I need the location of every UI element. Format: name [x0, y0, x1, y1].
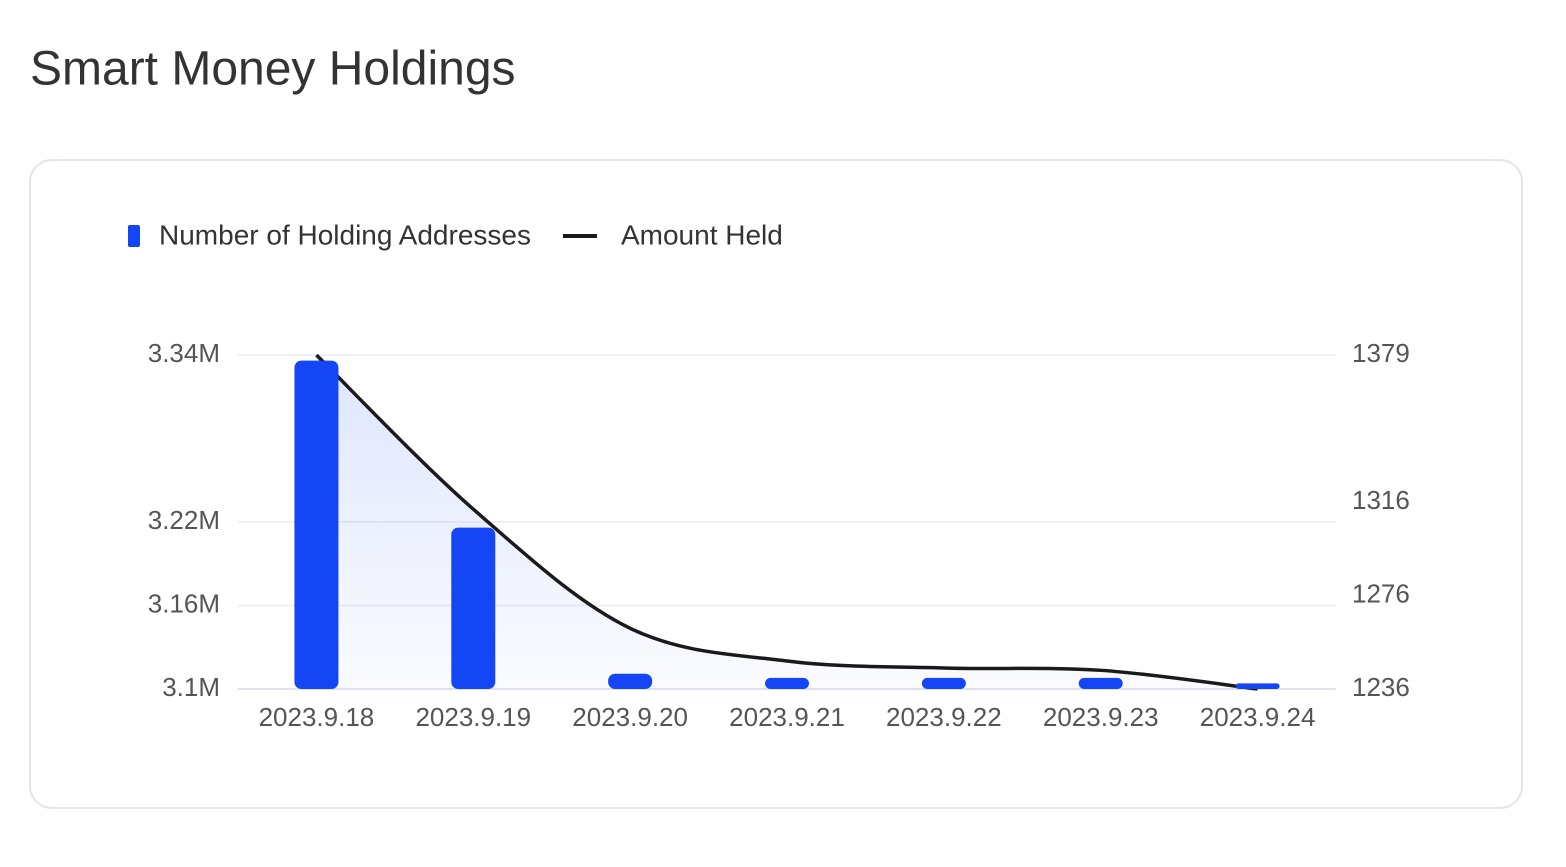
line — [315, 353, 1258, 691]
bar — [294, 360, 339, 689]
legend-label: Amount Held — [621, 219, 783, 250]
bar — [1235, 683, 1280, 689]
legend-label: Number of Holding Addresses — [159, 219, 531, 250]
x-tick-label: 2023.9.23 — [1043, 702, 1159, 732]
x-tick-label: 2023.9.20 — [572, 702, 688, 732]
bar — [1078, 677, 1123, 689]
y2-tick-label: 1276 — [1352, 578, 1410, 608]
y2-tick-label: 1316 — [1352, 485, 1410, 515]
bar — [608, 673, 653, 689]
bar — [921, 677, 966, 689]
x-tick-label: 2023.9.18 — [259, 702, 375, 732]
area — [316, 355, 1258, 689]
y-tick-label: 3.34M — [148, 338, 220, 368]
y2-tick-label: 1236 — [1352, 672, 1410, 702]
x-tick-label: 2023.9.19 — [415, 702, 531, 732]
legend-swatch — [128, 225, 140, 247]
page-title: Smart Money Holdings — [30, 43, 516, 96]
y-tick-label: 3.16M — [148, 588, 220, 618]
y-tick-label: 3.1M — [162, 672, 220, 702]
y-tick-label: 3.22M — [148, 505, 220, 535]
x-tick-label: 2023.9.22 — [886, 702, 1002, 732]
x-tick-label: 2023.9.21 — [729, 702, 845, 732]
x-tick-label: 2023.9.24 — [1200, 702, 1316, 732]
y2-tick-label: 1379 — [1352, 338, 1410, 368]
bar — [765, 677, 809, 689]
bar — [451, 527, 496, 689]
